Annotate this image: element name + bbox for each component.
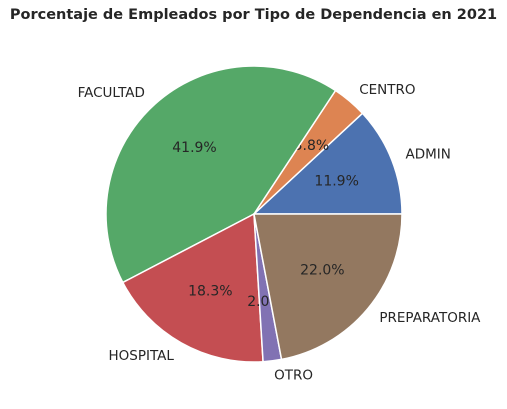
pie-slice-facultad bbox=[105, 65, 337, 284]
slice-label-facultad: FACULTAD bbox=[78, 85, 145, 101]
chart-title: Porcentaje de Empleados por Tipo de Depe… bbox=[9, 7, 498, 23]
slice-percent-hospital: 18.3% bbox=[188, 283, 232, 299]
pie-slice-hospital bbox=[121, 212, 264, 363]
slice-label-hospital: HOSPITAL bbox=[108, 348, 174, 364]
slice-label-centro: CENTRO bbox=[359, 82, 415, 98]
pie-slice-admin bbox=[252, 112, 403, 215]
slice-percent-centro: 3.8% bbox=[294, 138, 330, 154]
slice-percent-admin: 11.9% bbox=[314, 174, 358, 190]
slice-percent-facultad: 41.9% bbox=[172, 140, 216, 156]
pie-slice-preparatoria bbox=[253, 213, 403, 361]
slice-label-admin: ADMIN bbox=[406, 146, 451, 162]
slice-label-preparatoria: PREPARATORIA bbox=[379, 310, 481, 326]
slice-label-otro: OTRO bbox=[274, 368, 313, 384]
slice-percent-preparatoria: 22.0% bbox=[300, 263, 344, 279]
